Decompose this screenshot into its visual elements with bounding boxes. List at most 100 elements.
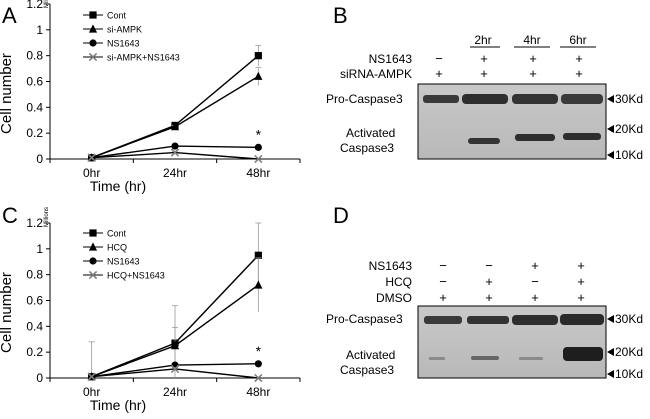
blot-b-marker-10kd: 10Kd [615,148,643,162]
blot-b-label-caspase3: Caspase3 [340,141,394,155]
legend-label: Cont [107,11,127,21]
blot-b-sign: + [435,66,443,81]
blot-d-band-pro [560,314,604,325]
blot-b-band-pro [423,95,459,103]
blot-d-marker-arrow [607,315,614,323]
blot-d-row-hcq: HCQ [385,275,412,289]
legend-marker-circle [89,257,97,265]
blot-d-label-caspase3: Caspase3 [340,363,394,377]
blot-d-band-pro [424,316,462,324]
y-tick-label: 0 [36,371,43,385]
blot-d-band-pro [512,315,558,325]
blot-b-sign: + [575,66,583,81]
blot-d-row-dmso: DMSO [376,291,412,305]
blot-d-sign: + [531,258,539,273]
blot-b-label-activated: Activated [346,126,395,140]
blot-b-band-activated [563,133,601,140]
data-point-cross [170,148,180,157]
panel-label-d: D [333,203,349,228]
chart-panel-a: 0 0.2 0.4 0.6 0.8 1 1.2 0hr 24hr 48hr Time (hr) Cel… [0,0,301,194]
blot-d-band-pro [467,316,509,324]
legend-marker-triangle [88,242,98,251]
blot-d-label-activated: Activated [346,348,395,362]
blot-b-sign: + [480,51,488,66]
blot-d-sign: + [577,274,585,289]
data-point-circle [171,142,179,150]
blot-b-marker-30kd: 30Kd [615,92,643,106]
x-tick-label: 48hr [246,166,270,180]
chart-panel-c: 0 0.2 0.4 0.6 0.8 1 1.2 0hr 24hr 48hr Time (hr) Cel… [0,207,301,413]
data-point-circle [254,360,262,368]
legend-marker-cross [88,52,98,62]
data-point-cross [87,153,96,162]
x-tick-label: 0hr [83,166,100,180]
panel-label-c: C [2,203,18,228]
x-axis-title: Time (hr) [90,178,146,194]
blot-b-sign: + [529,51,537,66]
x-tick-label: 24hr [163,385,187,399]
blot-b-time-6hr: 6hr [569,33,586,47]
y-axis-title: Cell number [0,272,15,353]
blot-d-marker-arrow [607,370,614,378]
blot-d-label-pro-caspase3: Pro-Caspase3 [326,312,403,326]
blot-d-marker-20kd: 20Kd [615,345,643,359]
y-tick-label: 0.6 [26,75,43,89]
blot-b-time-headers: 2hr 4hr 6hr [470,33,596,48]
y-axis-unit: Millions [44,0,50,8]
blot-d-sign: + [531,290,539,305]
western-blot-panel-d: NS1643 HCQ DMSO − − + + − + − + + + + + … [326,258,643,381]
blot-b-sign: + [529,66,537,81]
legend-label: Cont [107,229,127,239]
blot-d-sign: − [531,274,539,289]
legend-marker-triangle [88,24,98,33]
blot-d-band-activated [519,357,543,360]
data-point-cross [170,364,180,374]
y-tick-label: 0.8 [26,49,43,63]
legend-marker-square [89,11,97,19]
blot-d-sign: + [485,290,493,305]
western-blot-panel-b: 2hr 4hr 6hr NS1643 siRNA-AMPK − + + + + … [326,33,643,162]
blot-d-marker-30kd: 30Kd [615,312,643,326]
blot-b-band-activated [515,134,555,141]
blot-b-band-pro [512,94,558,104]
data-point-triangle [254,280,263,289]
blot-d-band-activated [563,347,603,361]
data-point-square [254,251,262,259]
legend-label: si-AMPK+NS1643 [107,53,180,63]
data-point-triangle [254,71,263,80]
significance-asterisk: * [256,126,262,142]
blot-b-marker-arrow [607,151,614,159]
panel-label-b: B [333,3,348,28]
blot-b-band-pro [561,94,603,104]
blot-d-marker-10kd: 10Kd [615,367,643,381]
blot-d-band-activated [429,357,445,360]
blot-b-band-activated [468,138,500,144]
panel-label-a: A [2,3,17,28]
y-axis-unit: Millions [44,207,50,227]
blot-b-sign: + [575,51,583,66]
blot-d-sign: + [577,258,585,273]
legend-label: NS1643 [107,257,140,267]
legend-marker-circle [89,39,97,47]
blot-b-marker-20kd: 20Kd [615,122,643,136]
x-axis-title: Time (hr) [90,397,146,413]
blot-d-sign: − [485,258,493,273]
blot-b-sign: + [480,66,488,81]
x-tick-label: 24hr [163,166,187,180]
y-tick-label: 0.6 [26,294,43,308]
blot-b-row-ns1643: NS1643 [369,52,413,66]
blot-b-marker-arrow [607,125,614,133]
y-tick-label: 0.2 [26,126,43,140]
y-axis-title: Cell number [0,53,15,134]
data-point-cross [254,373,263,383]
blot-d-marker-arrow [607,348,614,356]
data-point-cross [87,372,96,381]
blot-b-sign: − [435,51,443,66]
significance-asterisk: * [256,343,262,359]
data-point-triangle [170,341,180,350]
blot-b-marker-arrow [607,95,614,103]
blot-b-row-sirna: siRNA-AMPK [340,67,412,81]
y-tick-label: 1.2 [26,0,43,11]
data-point-square [254,52,262,60]
x-tick-label: 0hr [83,385,100,399]
